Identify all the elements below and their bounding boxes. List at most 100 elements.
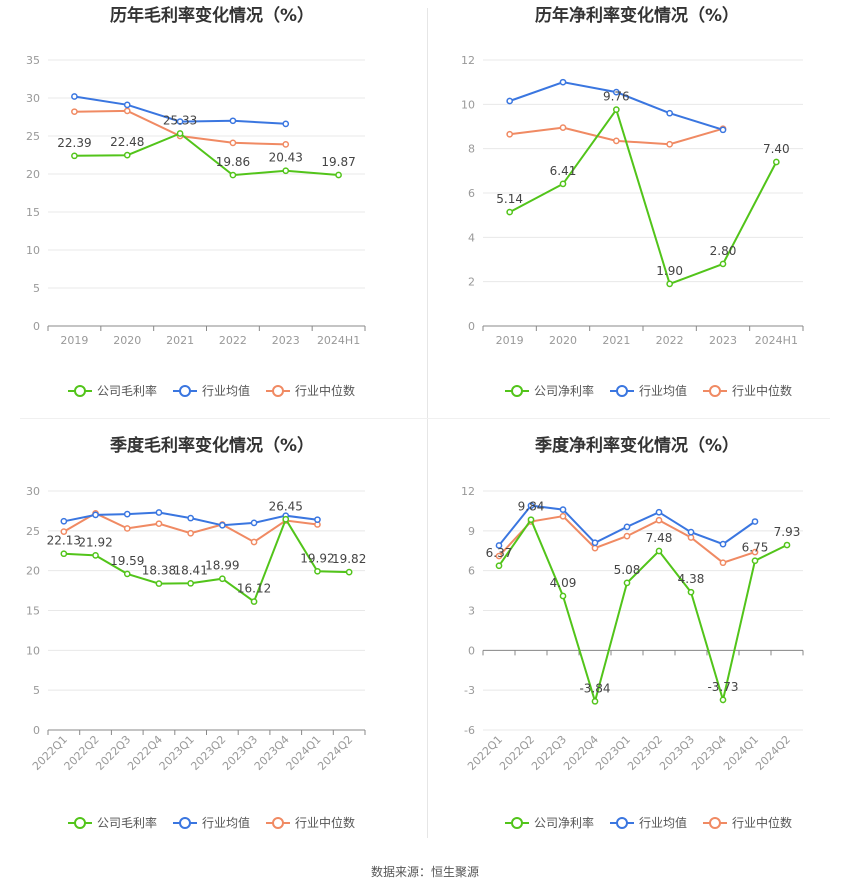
data-point <box>123 101 131 109</box>
data-point <box>123 570 131 578</box>
data-label: 19.86 <box>216 155 250 169</box>
data-label: 25.33 <box>163 113 197 127</box>
data-point <box>506 97 514 105</box>
data-point <box>719 696 727 704</box>
y-tick-label: 25 <box>26 525 40 538</box>
chart-title: 季度毛利率变化情况（%） <box>110 435 314 456</box>
legend-item: 公司净利率 <box>505 383 594 398</box>
legend-marker <box>511 385 523 397</box>
data-label: 5.08 <box>614 563 641 577</box>
y-tick-label: 12 <box>461 54 475 67</box>
legend-item: 行业均值 <box>610 815 687 830</box>
data-label: 7.48 <box>646 531 673 545</box>
data-point <box>559 506 567 513</box>
legend-item: 行业均值 <box>173 815 250 830</box>
x-tick-label: 2023 <box>709 334 737 347</box>
data-point <box>219 575 226 583</box>
data-point <box>655 508 663 516</box>
legend-label: 行业中位数 <box>295 383 355 398</box>
data-point <box>71 152 78 160</box>
chart-annual-gross-margin: 历年毛利率变化情况（%） 0 5 10 15 20 25 30 35 2019 2020 2021 20… <box>0 0 425 430</box>
data-label: 7.40 <box>763 142 790 156</box>
series-line <box>509 107 778 286</box>
data-point <box>250 538 258 546</box>
y-tick-label: 9 <box>468 525 475 538</box>
data-point <box>495 562 503 570</box>
data-point <box>623 523 631 531</box>
horizontal-divider <box>20 418 830 419</box>
y-tick-label: 10 <box>461 98 475 111</box>
data-point <box>314 516 321 524</box>
legend-item: 行业中位数 <box>266 815 355 830</box>
data-point <box>282 167 290 175</box>
legend-marker <box>709 817 721 829</box>
y-tick-label: 15 <box>26 206 40 219</box>
data-label: 9.84 <box>518 500 545 514</box>
chart-title: 历年净利率变化情况（%） <box>535 5 739 26</box>
chart-title: 历年毛利率变化情况（%） <box>110 5 314 26</box>
data-point <box>719 559 727 567</box>
data-point <box>559 180 567 188</box>
data-label: 19.82 <box>332 552 366 566</box>
legend-label: 行业均值 <box>202 815 250 830</box>
legend-marker <box>74 817 86 829</box>
legend-item: 行业中位数 <box>703 383 792 398</box>
data-point <box>687 588 695 596</box>
data-label: 6.75 <box>742 541 769 555</box>
data-point <box>719 260 727 268</box>
legend-label: 行业均值 <box>639 383 687 398</box>
data-point <box>666 140 674 148</box>
data-point <box>187 514 194 522</box>
legend-label: 公司毛利率 <box>97 383 157 398</box>
y-tick-label: 8 <box>468 143 475 156</box>
legend-item: 行业均值 <box>610 383 687 398</box>
legend-label: 公司净利率 <box>534 815 594 830</box>
data-point <box>559 78 567 86</box>
data-point <box>495 542 503 549</box>
y-tick-label: 10 <box>26 244 40 257</box>
y-tick-label: 0 <box>468 320 475 333</box>
data-point <box>60 528 68 535</box>
data-point <box>345 568 353 576</box>
data-point <box>92 511 99 519</box>
data-point <box>687 528 695 536</box>
y-tick-label: 12 <box>461 485 475 498</box>
data-point <box>335 171 342 179</box>
legend-marker <box>616 385 628 397</box>
data-label: -3.84 <box>579 681 610 695</box>
data-point <box>229 171 237 179</box>
data-point <box>527 502 535 509</box>
y-tick-label: 0 <box>33 320 40 333</box>
data-point <box>155 520 163 528</box>
legend-marker <box>179 817 191 829</box>
legend-item: 行业中位数 <box>266 383 355 398</box>
vertical-divider <box>427 8 428 838</box>
x-tick-label: 2024Q2 <box>753 733 793 773</box>
x-tick-label: 2020 <box>549 334 577 347</box>
data-point <box>655 516 663 524</box>
data-point <box>123 510 131 518</box>
series-line <box>63 517 350 604</box>
legend-marker <box>272 817 284 829</box>
y-tick-label: 30 <box>26 485 40 498</box>
data-point <box>612 88 620 96</box>
data-point <box>187 579 194 587</box>
legend-item: 行业中位数 <box>703 815 792 830</box>
y-tick-label: 35 <box>26 54 40 67</box>
legend-label: 行业中位数 <box>732 815 792 830</box>
data-point <box>282 141 290 148</box>
y-tick-label: 5 <box>33 282 40 295</box>
x-tick-label: 2024Q2 <box>315 733 355 773</box>
legend-marker <box>179 385 191 397</box>
series-line <box>74 132 339 177</box>
y-tick-label: -3 <box>464 684 475 697</box>
legend-label: 行业中位数 <box>732 383 792 398</box>
legend-label: 行业均值 <box>639 815 687 830</box>
chart-svg: 历年净利率变化情况（%） 0 2 4 6 8 10 12 2019 2020 2021 2022 202… <box>461 5 804 398</box>
data-point <box>559 592 567 600</box>
legend-marker <box>511 817 523 829</box>
legend-marker <box>616 817 628 829</box>
data-point <box>229 117 237 125</box>
data-point <box>666 109 674 117</box>
data-point <box>623 579 631 587</box>
